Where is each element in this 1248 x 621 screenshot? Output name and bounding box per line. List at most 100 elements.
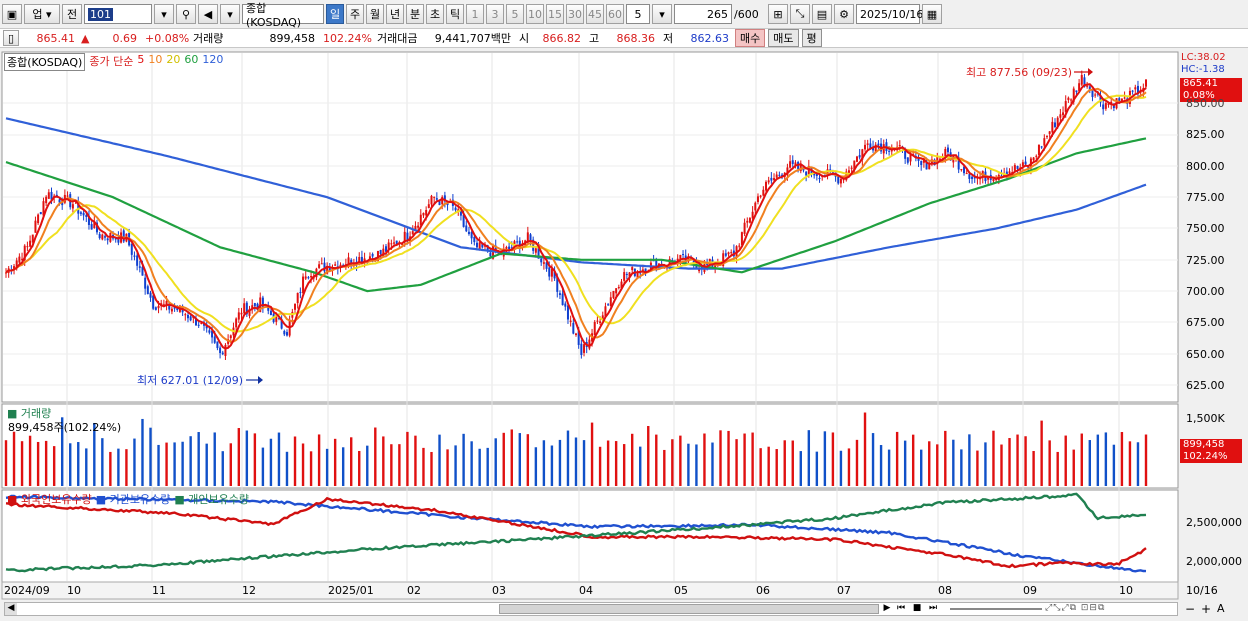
volume-bar [1088, 440, 1092, 486]
volume-bar [141, 418, 144, 486]
candle-body [79, 212, 82, 214]
count-input[interactable]: 265 [674, 4, 732, 24]
candle-body [441, 196, 444, 205]
scroll-thumb[interactable] [499, 604, 879, 614]
draw-tool-icon[interactable]: ⤡ [790, 4, 810, 24]
interval-3[interactable]: 3 [486, 4, 504, 24]
chart-area[interactable]: 종합(KOSDAQ) 종가 단순 5 10 20 60 120 LC:38.02… [0, 50, 1248, 621]
volume-bar [430, 451, 433, 486]
volume-bar [960, 449, 963, 486]
speaker-dropdown-icon[interactable]: ▾ [220, 4, 240, 24]
price-tick: 700.00 [1186, 285, 1225, 298]
sell-button[interactable]: 매도 [768, 29, 799, 47]
candle-body [1123, 97, 1126, 99]
interval-60[interactable]: 60 [606, 4, 624, 24]
period-tab-week[interactable]: 주 [346, 4, 364, 24]
candle-body [197, 324, 200, 326]
prev-button[interactable]: 전 [62, 4, 82, 24]
scrollbar[interactable]: ◀ ▶ ⏮ ■ ⏭ ⤢⤡⤢⧉ ⊡⊟⧉ − + A [4, 602, 1225, 616]
change-value: 0.69 [112, 31, 138, 45]
speaker-icon[interactable]: ◀ [198, 4, 218, 24]
zoom-in-icon[interactable]: + [1201, 602, 1212, 616]
candle-body [807, 166, 810, 175]
gear-icon[interactable]: ⚙ [834, 4, 854, 24]
candle-body [580, 343, 583, 356]
candle-body [751, 211, 754, 219]
candle-body [144, 277, 147, 289]
stop-icon[interactable]: ■ [912, 603, 922, 613]
interval-input[interactable]: 5 [626, 4, 650, 24]
x-tick: 04 [579, 584, 593, 597]
high-annotation: 최고 877.56 (09/23) [966, 66, 1073, 79]
scroll-left-icon[interactable]: ◀ [5, 603, 17, 615]
candle-body [569, 320, 572, 322]
candle-body [414, 225, 417, 230]
price-tick: 725.00 [1186, 254, 1225, 267]
interval-15[interactable]: 15 [546, 4, 564, 24]
scroll-right-icon[interactable]: ▶ [883, 603, 891, 613]
period-tab-day[interactable]: 일 [326, 4, 344, 24]
interval-5[interactable]: 5 [506, 4, 524, 24]
search-icon[interactable]: ⚲ [176, 4, 196, 24]
rewind-icon[interactable]: ⏮ [896, 603, 906, 613]
ma-120-line [5, 117, 1147, 270]
price-tick: 625.00 [1186, 379, 1225, 392]
settings-grid-icon[interactable]: ⊞ [768, 4, 788, 24]
volume-bar [928, 441, 931, 486]
candle-body [855, 156, 858, 162]
volume-bar [293, 436, 297, 486]
volume-title: ■ 거래량 [7, 407, 52, 420]
code-input[interactable]: 101 [84, 4, 152, 24]
candle-body [467, 231, 470, 235]
period-tab-tick[interactable]: 틱 [446, 4, 464, 24]
candle-body [767, 180, 770, 183]
interval-10[interactable]: 10 [526, 4, 544, 24]
interval-1[interactable]: 1 [466, 4, 484, 24]
period-tab-year[interactable]: 년 [386, 4, 404, 24]
calendar-icon[interactable]: ▦ [922, 4, 942, 24]
candle-body [417, 225, 420, 228]
volume-bar [502, 432, 505, 486]
volume-bar [783, 440, 786, 486]
candle-body [730, 252, 733, 254]
candle-body [837, 176, 840, 184]
font-size-icon[interactable]: A [1217, 602, 1225, 615]
interval-45[interactable]: 45 [586, 4, 604, 24]
candle-body [237, 312, 240, 320]
average-button[interactable]: 평 [801, 29, 822, 47]
candle-body [1102, 104, 1105, 110]
chart-canvas[interactable] [0, 50, 1248, 621]
period-tab-second[interactable]: 초 [426, 4, 444, 24]
save-icon[interactable]: ▤ [812, 4, 832, 24]
zoom-slider[interactable] [950, 608, 1042, 610]
candle-body [655, 258, 658, 271]
volume-bar [12, 431, 16, 486]
volume-bar [879, 445, 883, 486]
candle-body [358, 256, 361, 264]
volume-bar [333, 438, 337, 486]
candle-body [189, 316, 192, 321]
buy-button[interactable]: 매수 [735, 29, 766, 47]
current-price: 865.41 [36, 31, 76, 45]
x-tick: 12 [242, 584, 256, 597]
dropdown-icon[interactable]: ▾ [154, 4, 174, 24]
volume-bar [815, 451, 819, 486]
interval-dropdown-icon[interactable]: ▾ [652, 4, 672, 24]
date-input[interactable]: 2025/10/16 [856, 4, 923, 24]
forward-icon[interactable]: ⏭ [928, 603, 938, 613]
candle-body [165, 301, 168, 307]
amount-label: 거래대금 [377, 32, 418, 45]
window-icon[interactable]: ▣ [2, 4, 22, 24]
period-tab-minute[interactable]: 분 [406, 4, 424, 24]
candle-body [1051, 121, 1054, 133]
period-tab-month[interactable]: 월 [366, 4, 384, 24]
candle-body [1136, 85, 1139, 95]
candle-body [269, 310, 272, 316]
candle-body [588, 339, 591, 349]
candle-body [987, 177, 990, 180]
layout-icon[interactable]: ▯ [3, 30, 19, 46]
drawing-tools[interactable]: ⤢⤡⤢⧉ ⊡⊟⧉ [1045, 603, 1106, 613]
market-select[interactable]: 업 ▾ [24, 4, 60, 24]
zoom-out-icon[interactable]: − [1185, 602, 1196, 616]
interval-30[interactable]: 30 [566, 4, 584, 24]
